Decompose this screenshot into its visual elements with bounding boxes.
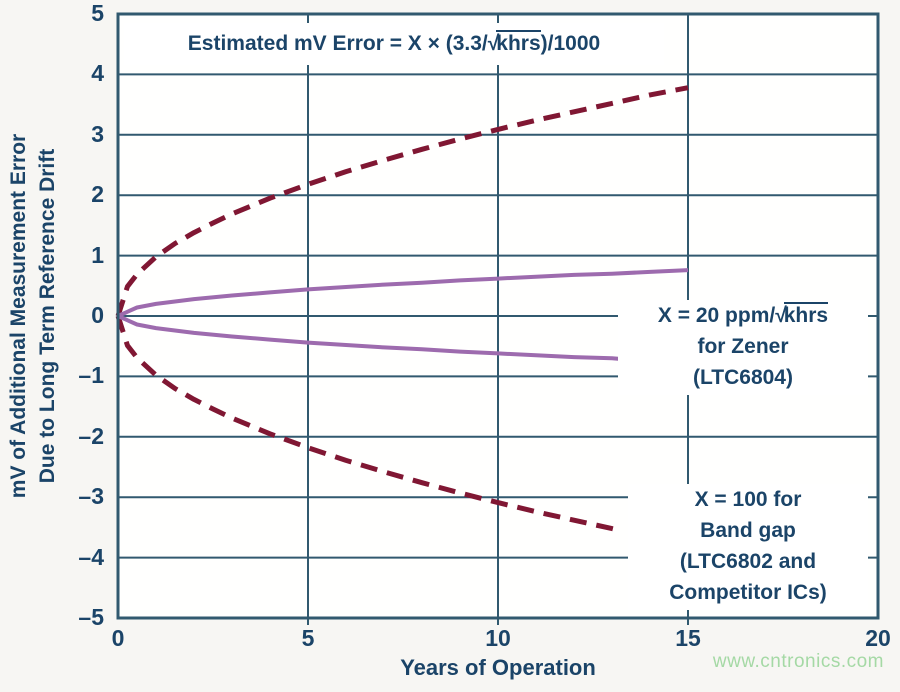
- formula-prefix: Estimated mV Error = X × (3.3/: [187, 32, 488, 55]
- y-tick-label--3: –3: [78, 483, 104, 510]
- zener-line1-radicand: khrs: [783, 302, 829, 327]
- y-tick-label-0: 0: [91, 301, 104, 328]
- formula-radicand: khrs: [496, 30, 541, 55]
- x-tick-label-5: 5: [301, 625, 315, 651]
- bandgap-line-4: Competitor ICs): [669, 581, 827, 604]
- zener-line1-prefix: X = 20 ppm/: [657, 304, 776, 327]
- x-tick-label-10: 10: [485, 625, 511, 651]
- y-tick-label-3: 3: [91, 120, 104, 147]
- sqrt-radical-icon: √: [775, 304, 786, 327]
- y-axis-title: mV of Additional Measurement Error Due t…: [4, 134, 62, 498]
- bandgap-annotation: X = 100 for Band gap (LTC6802 and Compet…: [628, 484, 868, 610]
- x-tick-label-0: 0: [111, 625, 125, 651]
- y-tick-label--4: –4: [78, 543, 104, 570]
- x-tick-label-15: 15: [675, 625, 701, 651]
- y-tick-label-5: 5: [91, 0, 104, 26]
- y-axis-title-line-1: mV of Additional Measurement Error: [7, 133, 30, 499]
- sqrt-radical-icon: √: [487, 32, 499, 55]
- series-zener-upper: [117, 268, 689, 318]
- formula-suffix: )/1000: [540, 32, 601, 55]
- y-tick-label--1: –1: [78, 362, 104, 389]
- y-tick-label-2: 2: [91, 181, 104, 208]
- series-zener-lower: [117, 314, 620, 361]
- x-tick-label-20: 20: [865, 625, 891, 651]
- y-tick-label--5: –5: [78, 603, 104, 630]
- y-tick-label--2: –2: [78, 422, 104, 449]
- y-tick-label-1: 1: [91, 241, 104, 268]
- zener-line-1: X = 20 ppm/√khrs: [618, 300, 868, 331]
- bandgap-line-3: (LTC6802 and: [679, 550, 817, 573]
- bandgap-line-1: X = 100 for: [694, 488, 802, 511]
- x-axis-title: Years of Operation: [400, 655, 596, 680]
- y-tick-label-4: 4: [91, 60, 104, 87]
- zener-annotation: X = 20 ppm/√khrs for Zener (LTC6804): [618, 300, 868, 395]
- y-axis-title-line-2: Due to Long Term Reference Drift: [36, 148, 59, 484]
- watermark: www.cntronics.com: [712, 651, 884, 672]
- zener-line-3: (LTC6804): [693, 366, 793, 389]
- formula-annotation: Estimated mV Error = X × (3.3/√khrs)/100…: [124, 23, 664, 65]
- zener-line-2: for Zener: [697, 335, 789, 358]
- bandgap-line-2: Band gap: [700, 519, 796, 542]
- plot-frame: [116, 12, 880, 620]
